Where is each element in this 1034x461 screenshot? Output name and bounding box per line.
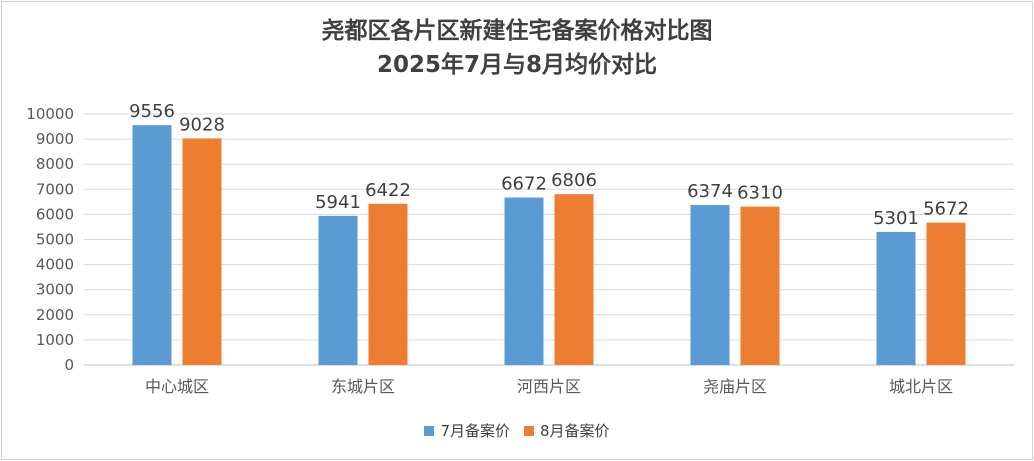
legend-item-july: 7月备案价 (424, 420, 510, 441)
bar (690, 205, 730, 365)
y-tick-label: 5000 (36, 231, 74, 249)
y-tick-label: 6000 (36, 205, 74, 223)
data-label: 6672 (501, 174, 547, 195)
chart-title-line-2: 2025年7月与8月均价对比 (376, 52, 658, 78)
legend-label-july: 7月备案价 (440, 422, 510, 440)
x-tick-label: 中心城区 (145, 377, 209, 396)
data-label: 9028 (179, 114, 225, 135)
bar (876, 231, 916, 365)
data-label: 5301 (873, 208, 919, 229)
bar (132, 125, 172, 365)
bar (318, 215, 358, 365)
y-tick-label: 4000 (36, 256, 74, 274)
data-label: 6374 (687, 181, 733, 202)
x-tick-label: 城北片区 (889, 377, 953, 396)
chart-title: 尧都区各片区新建住宅备案价格对比图 2025年7月与8月均价对比 (2, 14, 1032, 82)
data-label: 6422 (365, 180, 411, 201)
legend-label-august: 8月备案价 (540, 422, 610, 440)
bar (740, 206, 780, 365)
x-tick-label: 尧庙片区 (703, 377, 767, 396)
y-tick-label: 1000 (36, 331, 74, 349)
data-label: 9556 (129, 101, 175, 122)
data-label: 6310 (737, 183, 783, 204)
data-label: 5672 (923, 199, 969, 220)
legend-swatch-august (524, 425, 534, 436)
y-tick-label: 0 (64, 356, 74, 374)
bar (368, 203, 408, 365)
chart-title-line-1: 尧都区各片区新建住宅备案价格对比图 (321, 18, 713, 44)
bar (182, 138, 222, 365)
x-tick-label: 河西片区 (517, 377, 581, 396)
bar (926, 222, 966, 365)
y-tick-label: 8000 (36, 155, 74, 173)
legend-swatch-july (424, 425, 435, 436)
y-tick-label: 10000 (26, 105, 74, 123)
x-tick-label: 东城片区 (331, 377, 395, 396)
legend-item-august: 8月备案价 (524, 420, 610, 441)
bar (504, 197, 544, 365)
data-label: 5941 (315, 192, 361, 213)
y-tick-label: 2000 (36, 306, 74, 324)
bar (554, 194, 594, 365)
y-tick-label: 3000 (36, 281, 74, 299)
chart-legend: 7月备案价 8月备案价 (2, 420, 1032, 441)
y-tick-label: 7000 (36, 180, 74, 198)
data-label: 6806 (551, 170, 597, 191)
y-tick-label: 9000 (36, 130, 74, 148)
